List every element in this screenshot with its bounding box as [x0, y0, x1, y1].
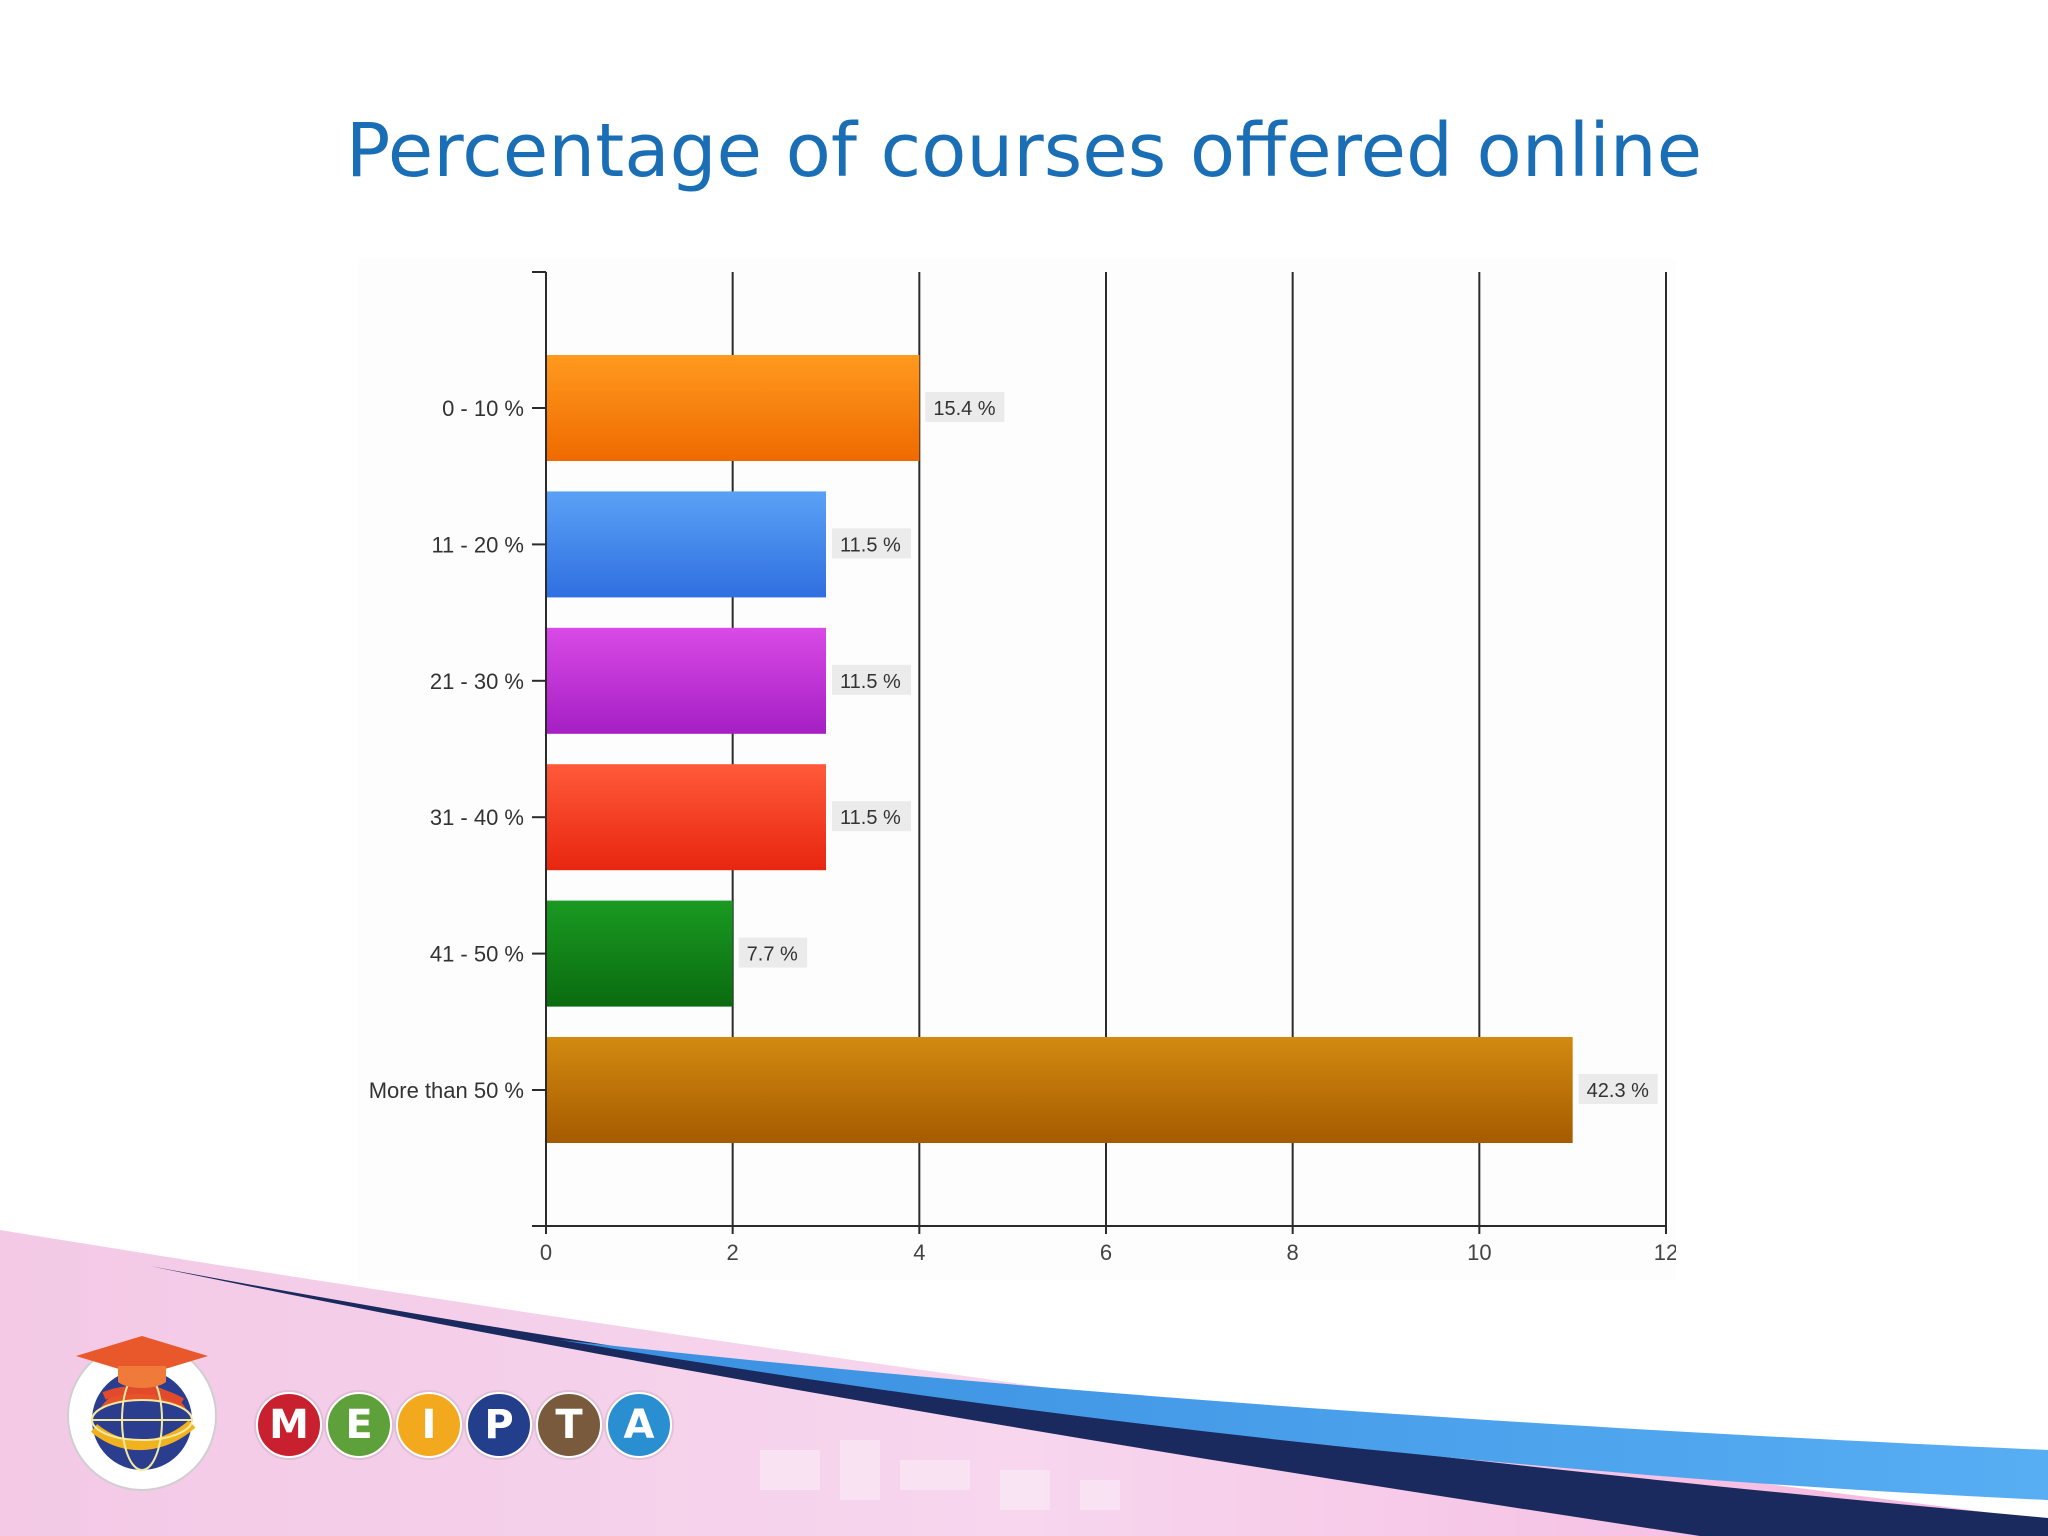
bar-layer — [546, 355, 1573, 1143]
bar — [546, 764, 826, 871]
y-tick-label: More than 50 % — [369, 1078, 524, 1103]
x-tick-label: 2 — [727, 1240, 739, 1265]
data-label: 11.5 % — [840, 671, 901, 693]
logo-letter-a: A — [606, 1392, 672, 1458]
blue-band — [560, 1340, 2048, 1500]
bar — [546, 491, 826, 598]
axis-layer — [532, 271, 1667, 1234]
bar — [546, 627, 826, 734]
data-label-box — [738, 937, 808, 968]
bar — [546, 900, 733, 1007]
data-label: 15.4 % — [933, 398, 995, 420]
x-tick-label: 8 — [1287, 1240, 1299, 1265]
y-tick-label: 21 - 30 % — [430, 669, 524, 694]
y-tick-label: 41 - 50 % — [430, 942, 524, 967]
y-tick-label: 11 - 20 % — [431, 532, 524, 557]
bar-chart: 0 2 4 6 8 10 12 0 - 10 % 15.4 % 11 - 20 % 11.5 % 21… — [369, 271, 1676, 1265]
label-layer: 0 2 4 6 8 10 12 0 - 10 % 15.4 % 11 - 20 % 11.5 % 21… — [369, 392, 1676, 1265]
x-tick-label: 0 — [540, 1240, 552, 1265]
data-label-box — [832, 528, 911, 559]
data-label: 11.5 % — [840, 807, 901, 829]
data-label: 7.7 % — [747, 944, 798, 966]
logo-letter-p: P — [466, 1392, 532, 1458]
logo-letter-i: I — [396, 1392, 462, 1458]
chart-panel: 0 2 4 6 8 10 12 0 - 10 % 15.4 % 11 - 20 % 11.5 % 21… — [358, 258, 1676, 1280]
y-tick-label: 0 - 10 % — [442, 396, 524, 421]
x-tick-label: 12 — [1654, 1240, 1676, 1265]
logo-letter-m: M — [256, 1392, 322, 1458]
bar — [546, 355, 920, 461]
footer-swoosh — [0, 1230, 2048, 1536]
data-label-box — [832, 801, 911, 832]
x-tick-label: 10 — [1467, 1240, 1491, 1265]
y-tick-label: 31 - 40 % — [430, 805, 524, 830]
logo-letter-t: T — [536, 1392, 602, 1458]
data-label-box — [925, 392, 1005, 422]
ministry-seal-icon — [67, 1336, 217, 1491]
data-label-box — [1578, 1074, 1658, 1104]
x-tick-label: 6 — [1100, 1240, 1112, 1265]
bar — [546, 1037, 1573, 1143]
data-label-box — [832, 664, 911, 695]
x-tick-label: 4 — [913, 1240, 925, 1265]
slide-title: Percentage of courses offered online — [345, 108, 1703, 194]
data-label: 11.5 % — [840, 534, 901, 556]
logo-letter-e: E — [326, 1392, 392, 1458]
navy-band — [150, 1266, 2048, 1536]
data-label: 42.3 % — [1587, 1080, 1649, 1102]
